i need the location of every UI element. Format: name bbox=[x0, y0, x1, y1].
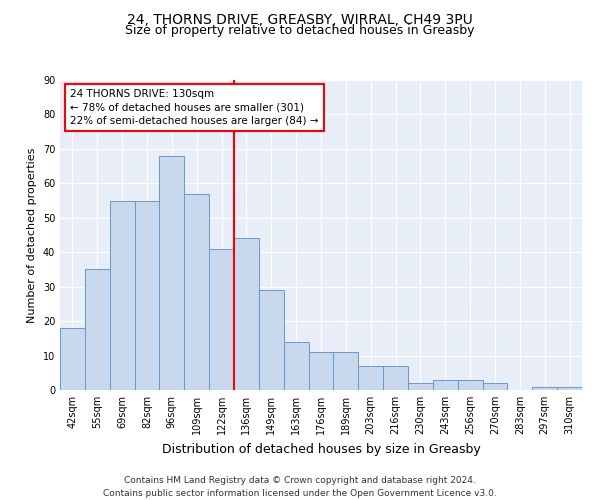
Bar bbox=[383, 366, 408, 390]
Bar bbox=[184, 194, 209, 390]
Bar bbox=[284, 342, 308, 390]
Bar bbox=[160, 156, 184, 390]
Bar bbox=[85, 270, 110, 390]
Bar bbox=[308, 352, 334, 390]
Bar bbox=[433, 380, 458, 390]
Bar bbox=[209, 249, 234, 390]
Bar bbox=[110, 200, 134, 390]
Bar bbox=[234, 238, 259, 390]
Bar bbox=[532, 386, 557, 390]
Text: 24 THORNS DRIVE: 130sqm
← 78% of detached houses are smaller (301)
22% of semi-d: 24 THORNS DRIVE: 130sqm ← 78% of detache… bbox=[70, 90, 319, 126]
Bar bbox=[134, 200, 160, 390]
X-axis label: Distribution of detached houses by size in Greasby: Distribution of detached houses by size … bbox=[161, 442, 481, 456]
Bar bbox=[334, 352, 358, 390]
Text: Contains HM Land Registry data © Crown copyright and database right 2024.
Contai: Contains HM Land Registry data © Crown c… bbox=[103, 476, 497, 498]
Bar bbox=[458, 380, 482, 390]
Bar bbox=[358, 366, 383, 390]
Text: 24, THORNS DRIVE, GREASBY, WIRRAL, CH49 3PU: 24, THORNS DRIVE, GREASBY, WIRRAL, CH49 … bbox=[127, 12, 473, 26]
Y-axis label: Number of detached properties: Number of detached properties bbox=[27, 148, 37, 322]
Bar bbox=[60, 328, 85, 390]
Bar bbox=[482, 383, 508, 390]
Text: Size of property relative to detached houses in Greasby: Size of property relative to detached ho… bbox=[125, 24, 475, 37]
Bar bbox=[557, 386, 582, 390]
Bar bbox=[259, 290, 284, 390]
Bar bbox=[408, 383, 433, 390]
